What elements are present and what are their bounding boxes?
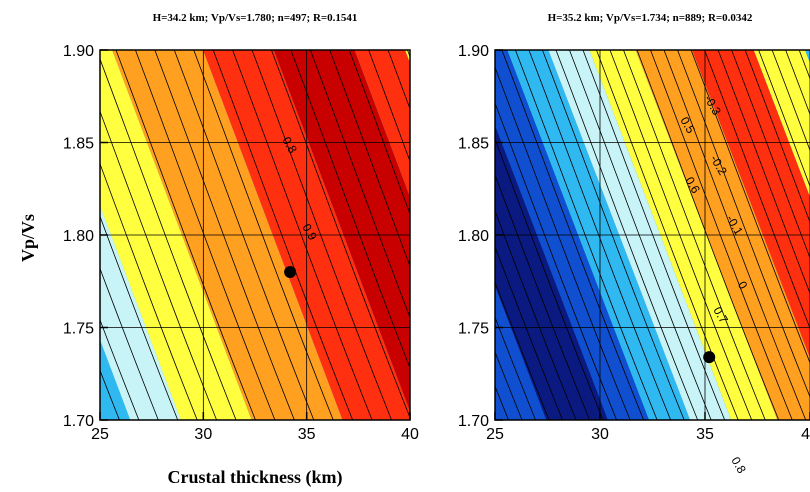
contour-line xyxy=(251,50,392,420)
panel-right-title: H=35.2 km; Vp/Vs=1.734; n=889; R=0.0342 xyxy=(548,12,753,24)
contour-line xyxy=(758,50,810,188)
x-tick-label: 25 xyxy=(486,426,504,443)
contour-line xyxy=(555,50,699,420)
contour-line xyxy=(495,137,604,420)
x-axis-label: Crustal thickness (km) xyxy=(167,467,342,488)
contour-line xyxy=(515,50,658,420)
contour-label: 0.8 xyxy=(728,454,749,476)
contour-line xyxy=(100,215,179,420)
contour-line xyxy=(495,245,563,420)
contour-line xyxy=(542,50,685,420)
contour-line xyxy=(731,50,810,259)
x-tick-label: 35 xyxy=(298,426,316,443)
contour-line xyxy=(290,50,410,370)
x-tick-label: 40 xyxy=(401,426,419,443)
panel-right: H=35.2 km; Vp/Vs=1.734; n=889; R=0.0342 … xyxy=(458,12,810,476)
y-tick-label: 1.75 xyxy=(458,321,489,338)
panel-left-ticks: 25 30 35 40 1.90 1.85 1.80 1.75 1.70 xyxy=(63,43,419,443)
contour-line xyxy=(115,50,256,420)
contour-line xyxy=(387,50,410,110)
x-tick-label: 35 xyxy=(696,426,714,443)
contour-line xyxy=(495,173,590,420)
contour-line xyxy=(623,50,766,420)
contour-line xyxy=(193,50,334,420)
contour-line xyxy=(348,50,410,216)
contour-line xyxy=(495,66,631,420)
contour-line xyxy=(100,58,237,420)
contour-line xyxy=(154,50,295,420)
contour-line xyxy=(663,50,807,420)
contour-line xyxy=(100,318,140,420)
contour-line xyxy=(704,50,810,330)
y-tick-label: 1.85 xyxy=(458,136,489,153)
panel-left-title: H=34.2 km; Vp/Vs=1.780; n=497; R=0.1541 xyxy=(153,12,358,24)
y-tick-label: 1.70 xyxy=(63,413,94,430)
contour-line xyxy=(677,50,810,398)
contour-line xyxy=(232,50,373,420)
contour-line xyxy=(636,50,780,420)
contour-line xyxy=(495,281,550,420)
contour-line xyxy=(100,267,159,420)
x-tick-label: 25 xyxy=(91,426,109,443)
contour-line xyxy=(368,50,410,163)
contour-line xyxy=(495,209,577,420)
panel-right-contours xyxy=(495,50,810,420)
contour-line xyxy=(309,50,410,319)
y-tick-label: 1.90 xyxy=(458,43,489,60)
contour-line xyxy=(495,350,523,420)
contour-line xyxy=(717,50,810,295)
contour-line xyxy=(569,50,712,420)
heatmap-band xyxy=(354,50,410,197)
panel-right-best-point xyxy=(703,351,716,364)
contour-line xyxy=(528,50,672,420)
panel-left-best-point xyxy=(284,266,297,278)
heatmap-band xyxy=(692,50,810,358)
contour-line xyxy=(212,50,354,420)
panel-right-ticks: 25 30 35 40 1.90 1.85 1.80 1.75 1.70 xyxy=(458,43,810,443)
contour-line xyxy=(173,50,315,420)
heatmap-band xyxy=(495,125,608,420)
contour-line xyxy=(771,50,810,152)
panel-left-grid xyxy=(100,50,410,420)
contour-line xyxy=(690,50,810,364)
contour-line xyxy=(329,50,410,268)
y-tick-label: 1.75 xyxy=(63,321,94,338)
contour-line xyxy=(744,50,810,224)
contour-line xyxy=(501,50,645,420)
x-tick-label: 40 xyxy=(801,426,810,443)
contour-line xyxy=(495,101,617,420)
heatmap-band xyxy=(753,50,810,197)
heatmap-band xyxy=(273,50,410,412)
heatmap-band xyxy=(805,50,810,63)
y-tick-label: 1.80 xyxy=(458,228,489,245)
x-tick-label: 30 xyxy=(591,426,609,443)
contour-line xyxy=(271,50,410,419)
y-axis-label: Vp/Vs xyxy=(18,214,38,262)
panel-left-contours xyxy=(100,50,410,420)
y-tick-label: 1.85 xyxy=(63,136,94,153)
contour-line xyxy=(785,50,810,116)
panel-left: H=34.2 km; Vp/Vs=1.780; n=497; R=0.1541 … xyxy=(18,12,419,488)
x-tick-label: 30 xyxy=(194,426,212,443)
contour-line xyxy=(596,50,739,420)
heatmap-band xyxy=(100,205,181,420)
y-tick-label: 1.90 xyxy=(63,43,94,60)
contour-line xyxy=(100,162,198,420)
y-tick-label: 1.80 xyxy=(63,228,94,245)
contour-line xyxy=(609,50,753,420)
contour-line xyxy=(100,110,217,420)
y-tick-label: 1.70 xyxy=(458,413,489,430)
contour-line xyxy=(650,50,793,420)
contour-line xyxy=(495,316,536,420)
contour-line xyxy=(135,50,276,420)
